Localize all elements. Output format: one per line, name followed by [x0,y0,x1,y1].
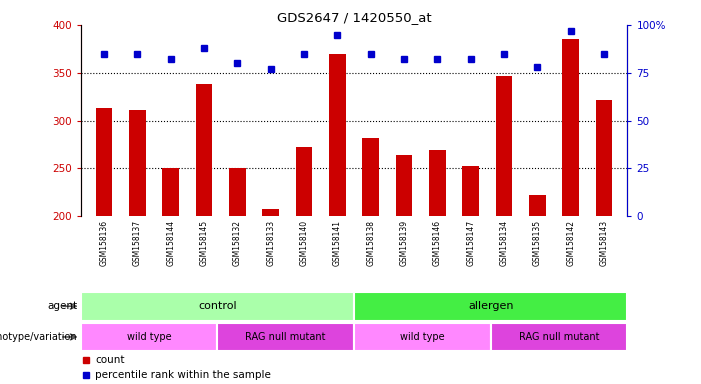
Text: GSM158141: GSM158141 [333,220,342,266]
Bar [296,147,313,216]
Bar [196,84,212,216]
Text: GSM158134: GSM158134 [500,220,508,266]
Text: GSM158144: GSM158144 [166,220,175,266]
Text: count: count [95,356,125,366]
Bar [354,323,491,351]
Text: GSM158147: GSM158147 [466,220,475,266]
Text: RAG null mutant: RAG null mutant [245,332,326,342]
Text: GSM158135: GSM158135 [533,220,542,266]
Bar [229,169,245,216]
Text: genotype/variation: genotype/variation [0,332,77,342]
Text: RAG null mutant: RAG null mutant [519,332,599,342]
Bar [163,169,179,216]
Bar [491,323,627,351]
Bar [354,292,627,321]
Bar [463,166,479,216]
Text: GSM158136: GSM158136 [100,220,109,266]
Text: GSM158132: GSM158132 [233,220,242,266]
Bar [329,54,346,216]
Bar [362,138,379,216]
Bar [496,76,512,216]
Bar [562,39,579,216]
Text: percentile rank within the sample: percentile rank within the sample [95,370,271,380]
Text: wild type: wild type [127,332,171,342]
Text: GSM158143: GSM158143 [599,220,608,266]
Text: GSM158146: GSM158146 [433,220,442,266]
Bar [217,323,354,351]
Text: GSM158133: GSM158133 [266,220,275,266]
Text: agent: agent [47,301,77,311]
Text: GSM158139: GSM158139 [400,220,409,266]
Text: control: control [198,301,237,311]
Bar [81,323,217,351]
Bar [95,108,112,216]
Bar [596,101,613,216]
Bar [429,150,446,216]
Text: GSM158145: GSM158145 [200,220,208,266]
Title: GDS2647 / 1420550_at: GDS2647 / 1420550_at [277,11,431,24]
Bar [395,155,412,216]
Bar [262,210,279,216]
Text: allergen: allergen [468,301,513,311]
Bar [81,292,354,321]
Text: GSM158138: GSM158138 [366,220,375,266]
Text: wild type: wild type [400,332,444,342]
Text: GSM158142: GSM158142 [566,220,576,266]
Bar [529,195,545,216]
Text: GSM158137: GSM158137 [132,220,142,266]
Text: GSM158140: GSM158140 [299,220,308,266]
Bar [129,110,146,216]
